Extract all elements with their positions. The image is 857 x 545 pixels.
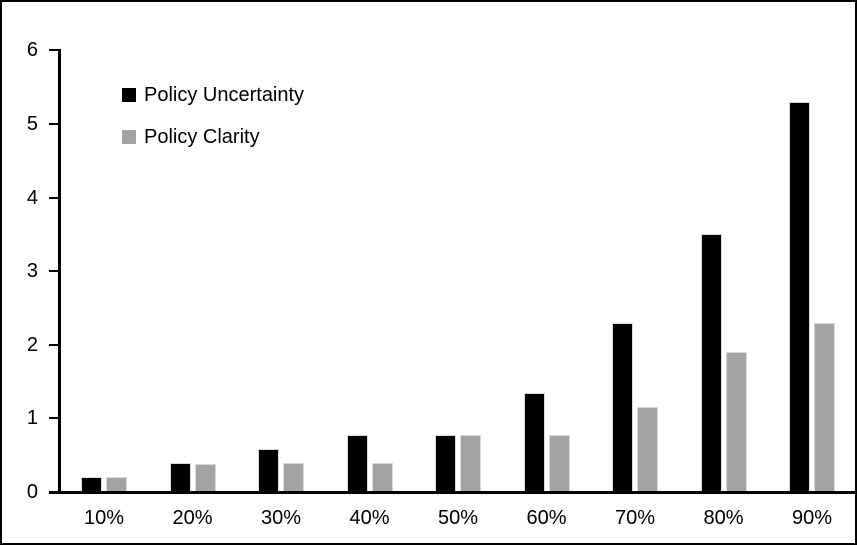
legend-item-policy-clarity: Policy Clarity <box>122 124 260 150</box>
y-tick-mark <box>49 417 59 420</box>
y-axis-line <box>58 49 61 493</box>
x-category-label: 80% <box>703 507 744 529</box>
y-tick-label: 4 <box>26 186 38 209</box>
y-tick-label: 6 <box>26 39 38 62</box>
x-axis-line <box>49 491 855 494</box>
bar-policy-uncertainty <box>346 435 368 492</box>
bar-policy-clarity <box>725 352 747 492</box>
y-tick-label: 1 <box>26 407 38 430</box>
legend-swatch-policy-uncertainty <box>122 88 136 102</box>
bar-policy-clarity <box>548 435 570 492</box>
bar-policy-clarity <box>106 477 127 492</box>
y-tick-label: 0 <box>26 481 38 503</box>
bar-policy-uncertainty <box>612 323 633 492</box>
y-tick-mark <box>49 343 59 346</box>
legend-label-policy-uncertainty: Policy Uncertainty <box>144 83 305 106</box>
bar-policy-uncertainty <box>258 449 279 492</box>
bar-policy-clarity <box>283 463 304 492</box>
y-tick-label: 2 <box>26 333 38 356</box>
x-category-label: 30% <box>260 507 302 529</box>
bar-policy-uncertainty <box>523 393 545 492</box>
bar-policy-uncertainty <box>700 234 722 492</box>
bar-policy-uncertainty <box>789 102 810 492</box>
y-tick-mark <box>49 49 59 52</box>
y-tick-mark <box>49 123 59 125</box>
bar-policy-clarity <box>194 464 216 492</box>
y-tick-mark <box>49 270 59 273</box>
x-category-label: 90% <box>791 507 833 529</box>
legend-label-policy-clarity: Policy Clarity <box>144 125 260 148</box>
bar-policy-clarity <box>814 323 835 492</box>
x-category-label: 60% <box>526 507 567 529</box>
x-category-label: 70% <box>614 507 656 529</box>
x-category-label: 10% <box>83 507 125 529</box>
x-category-label: 40% <box>349 507 390 529</box>
bar-policy-uncertainty <box>81 477 102 492</box>
bar-policy-clarity <box>460 435 481 492</box>
bar-policy-clarity <box>371 463 393 492</box>
y-tick-label: 5 <box>26 113 38 135</box>
bar-policy-uncertainty <box>435 435 456 492</box>
legend-swatch-policy-clarity <box>122 130 136 144</box>
x-category-label: 20% <box>172 507 213 529</box>
bar-policy-uncertainty <box>169 463 191 492</box>
legend-item-policy-uncertainty: Policy Uncertainty <box>122 82 304 108</box>
y-tick-label: 3 <box>26 260 38 283</box>
bar-policy-clarity <box>637 407 658 492</box>
y-tick-mark <box>49 196 59 199</box>
x-category-label: 50% <box>437 507 479 529</box>
